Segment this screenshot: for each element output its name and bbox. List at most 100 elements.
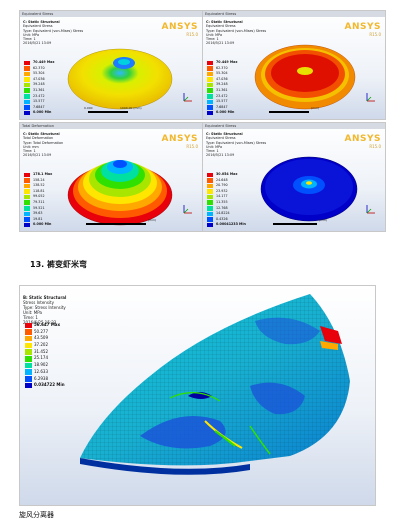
figure-caption: 旋风分离器 [19, 511, 54, 519]
legend-item: 15.577 [206, 99, 256, 105]
ansys-logo: ANSYS R15.0 [344, 22, 381, 38]
info-line: Time: 1 [23, 315, 38, 320]
scale-bar [273, 223, 317, 225]
legend-item: 70.449 Max [23, 60, 73, 66]
panel-info: B: Static Structural Stress Intensity Ty… [23, 295, 133, 325]
info-line: C: Static Structural [23, 20, 60, 24]
color-legend: 70.449 Max 62.370 55.304 47.036 39.248 3… [206, 60, 256, 116]
legend-item: 62.370 [206, 66, 256, 72]
info-line: Unit: mm [23, 144, 39, 149]
info-line: Time: 1 [206, 149, 219, 154]
legend-item: 31.361 [206, 88, 256, 94]
info-line: Type: Total Deformation [23, 140, 64, 145]
scale-bar [86, 223, 146, 225]
info-line: C: Static Structural [23, 132, 60, 136]
result-panel-large: B: Static Structural Stress Intensity Ty… [19, 285, 376, 506]
result-panel-2: Equivalent Stress C: Static Structural E… [202, 10, 386, 120]
scale-label: 1000.00 (mm) [120, 106, 142, 110]
model-view [67, 48, 173, 110]
panel-info: C: Static Structural Total Deformation T… [23, 132, 93, 158]
legend-item: 30.054 Max [206, 172, 256, 178]
color-legend: 178.1 Max 158.24 138.52 118.81 99.052 79… [23, 172, 73, 228]
legend-item: 0.4326 [206, 217, 256, 223]
info-line: 2016/5/21 13:09 [206, 41, 235, 46]
info-line: 2016/5/21 13:09 [23, 153, 52, 158]
legend-item: 11.355 [206, 200, 256, 206]
legend-item: 62.370 [23, 66, 73, 72]
legend-item: 158.24 [23, 178, 73, 184]
legend-item: 0.000 Min [23, 222, 73, 228]
legend-item: 138.52 [23, 183, 73, 189]
info-line: Type: Equivalent (von-Mises) Stress [206, 140, 267, 145]
scale-label: (mm) [311, 106, 320, 110]
legend-item: 56.647 Max [24, 322, 74, 329]
legend-item: 0.000 Min [23, 110, 73, 116]
legend-item: 178.1 Max [23, 172, 73, 178]
color-legend: 70.449 Max 62.370 55.304 47.036 39.248 3… [23, 60, 73, 116]
result-panel-1: Equivalent Stress C: Static Structural E… [19, 10, 203, 120]
axis-triad-icon [183, 205, 192, 214]
legend-item: 31.361 [23, 88, 73, 94]
scale-bar [88, 111, 128, 113]
legend-item: 15.577 [23, 99, 73, 105]
panel-info: C: Static Structural Equivalent Stress T… [206, 132, 276, 158]
info-line: 2016/6/25 15:23 [23, 320, 57, 325]
info-line: C: Static Structural [206, 132, 243, 136]
scale-label: (mm) [148, 218, 157, 222]
info-line: Equivalent Stress [206, 24, 236, 29]
legend-item: 39.248 [206, 82, 256, 88]
legend-item: 12.633 [24, 369, 74, 376]
model-view [80, 294, 350, 475]
legend-item: 7.6847 [23, 105, 73, 111]
info-line: Unit: MPa [206, 144, 223, 149]
legend-item: 55.304 [23, 71, 73, 77]
info-line: Unit: MPa [206, 32, 223, 37]
legend-item: 12.768 [206, 206, 256, 212]
info-line: 2016/5/21 13:09 [23, 41, 52, 46]
info-line: Type: Equivalent (von-Mises) Stress [206, 28, 267, 33]
legend-item: 0.000 Min [206, 110, 256, 116]
axis-triad-icon [366, 205, 375, 214]
color-legend: 30.054 Max 24.648 20.790 23.932 14.177 1… [206, 172, 256, 228]
section-heading: 13. 裤变虾米弯 [30, 260, 87, 269]
model-view [260, 156, 358, 222]
legend-item: 70.449 Max [206, 60, 256, 66]
legend-item: 31.452 [24, 349, 74, 356]
legend-item: 99.052 [23, 194, 73, 200]
legend-item: 79.311 [23, 200, 73, 206]
panel-info: C: Static Structural Equivalent Stress T… [23, 20, 93, 46]
panel-header: Equivalent Stress [203, 123, 385, 129]
ansys-logo: ANSYS R15.0 [344, 134, 381, 150]
info-line: 2016/5/21 13:09 [206, 153, 235, 158]
legend-item: 47.036 [206, 77, 256, 83]
info-line: Time: 1 [206, 37, 219, 42]
legend-item: 59.521 [23, 206, 73, 212]
legend-item: 23.932 [206, 189, 256, 195]
model-view [254, 44, 356, 110]
info-line: Equivalent Stress [206, 136, 236, 141]
info-line: Time: 1 [23, 37, 36, 42]
ansys-logo: ANSYS R15.0 [161, 134, 198, 150]
result-panel-4: Equivalent Stress C: Static Structural E… [202, 122, 386, 232]
ansys-logo: ANSYS R15.0 [161, 22, 198, 38]
color-legend: 56.647 Max 50.277 43.509 37.202 31.452 2… [24, 322, 74, 389]
info-line: Time: 1 [23, 149, 36, 154]
info-line: Stress Intensity [23, 300, 54, 305]
legend-item: 43.509 [24, 335, 74, 342]
legend-item: 19.81 [23, 217, 73, 223]
scale-label: (mm) [319, 218, 328, 222]
info-line: Unit: MPa [23, 32, 40, 37]
scale-bar [269, 111, 309, 113]
axis-triad-icon [366, 93, 375, 102]
info-line: Equivalent Stress [23, 24, 53, 29]
info-line: Type: Stress Intensity [23, 305, 66, 310]
legend-item: 118.81 [23, 189, 73, 195]
legend-item: 0.034722 Min [24, 382, 74, 389]
legend-item: 47.036 [23, 77, 73, 83]
panel-info: C: Static Structural Equivalent Stress T… [206, 20, 276, 46]
model-view [67, 160, 173, 226]
legend-item: 39.63 [23, 211, 73, 217]
legend-item: 39.248 [23, 82, 73, 88]
info-line: Unit: MPa [23, 310, 42, 315]
legend-item: 6.2938 [24, 376, 74, 383]
